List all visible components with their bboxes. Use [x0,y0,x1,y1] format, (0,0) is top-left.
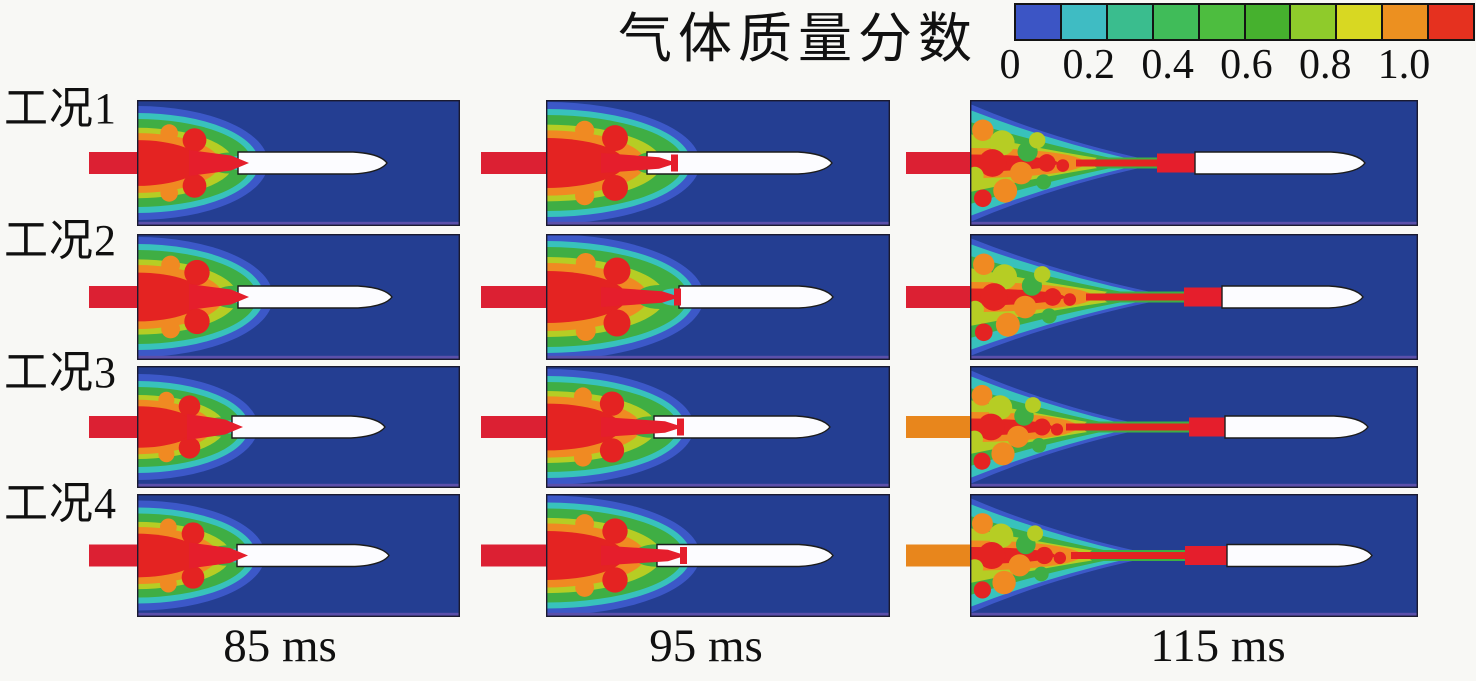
projectile [1226,543,1373,568]
colorbar [1014,3,1475,41]
plume-contours [547,102,700,224]
colorbar-cell [1105,5,1152,39]
row-label-condition-1: 工况1 [4,84,117,133]
plume-contours [547,235,704,359]
colorbar-cell [1243,5,1290,39]
colorbar-tick-1.0: 1.0 [1377,42,1431,88]
projectile [231,415,386,439]
jet-wedge [189,284,249,310]
projectile [653,415,831,439]
row-label-condition-4: 工况4 [4,479,117,528]
figure-title: 气体质量分数 [618,9,978,69]
jet-wedge [601,545,686,566]
jet-wedge [601,287,680,307]
sabot-block [1189,417,1227,437]
projectile [656,543,834,568]
colorbar-tick-0.6: 0.6 [1220,42,1273,88]
colorbar-cell [1335,5,1382,39]
contour-panel-cond4-85ms [88,494,460,617]
time-label-95ms: 95 ms [649,620,763,672]
projectile [237,151,388,175]
colorbar-cell [1381,5,1428,39]
sabot-block [1157,153,1197,173]
jet-wedge [189,542,248,569]
jet-wedge [601,153,677,173]
colorbar-tick-0.2: 0.2 [1062,42,1116,88]
contour-panel-cond3-115ms [905,366,1418,488]
colorbar-cell [1289,5,1336,39]
contour-panel-cond2-85ms [88,234,460,360]
projectile [1194,151,1366,175]
projectile [237,285,393,309]
contour-panel-cond1-95ms [480,100,890,226]
plume-contours [971,238,1224,356]
jet-wedge [601,417,683,437]
time-label-85ms: 85 ms [223,620,337,672]
plume-contours [971,498,1229,613]
projectile [646,151,833,175]
plume-contours [971,104,1198,222]
colorbar-cell [1427,5,1474,39]
colorbar-tick-0.4: 0.4 [1141,42,1194,88]
colorbar-cell [1016,5,1060,39]
row-label-condition-2: 工况2 [4,216,117,265]
sabot-block [1184,287,1224,307]
jet-wedge [187,414,243,440]
plume-contours [971,370,1227,484]
row-label-condition-3: 工况3 [4,348,117,397]
projectile [236,543,390,568]
projectile [678,285,834,309]
colorbar-cell [1197,5,1244,39]
contour-panel-cond1-85ms [88,100,460,226]
time-label-115ms: 115 ms [1150,620,1286,672]
contour-panel-cond2-115ms [905,234,1418,360]
colorbar-cell [1059,5,1106,39]
contour-panel-cond4-115ms [905,494,1418,617]
contour-panel-cond2-95ms [480,234,890,360]
contour-panel-cond3-85ms [88,366,460,488]
projectile [1224,415,1369,439]
colorbar-tick-0: 0 [999,42,1021,88]
colorbar-cell [1151,5,1198,39]
contour-panel-cond4-95ms [480,494,890,617]
projectile [1221,285,1364,309]
contour-panel-cond1-115ms [905,100,1418,226]
colorbar-tick-0.8: 0.8 [1298,42,1352,88]
contour-panel-cond3-95ms [480,366,890,488]
jet-wedge [189,150,249,176]
sabot-block [1185,546,1229,565]
